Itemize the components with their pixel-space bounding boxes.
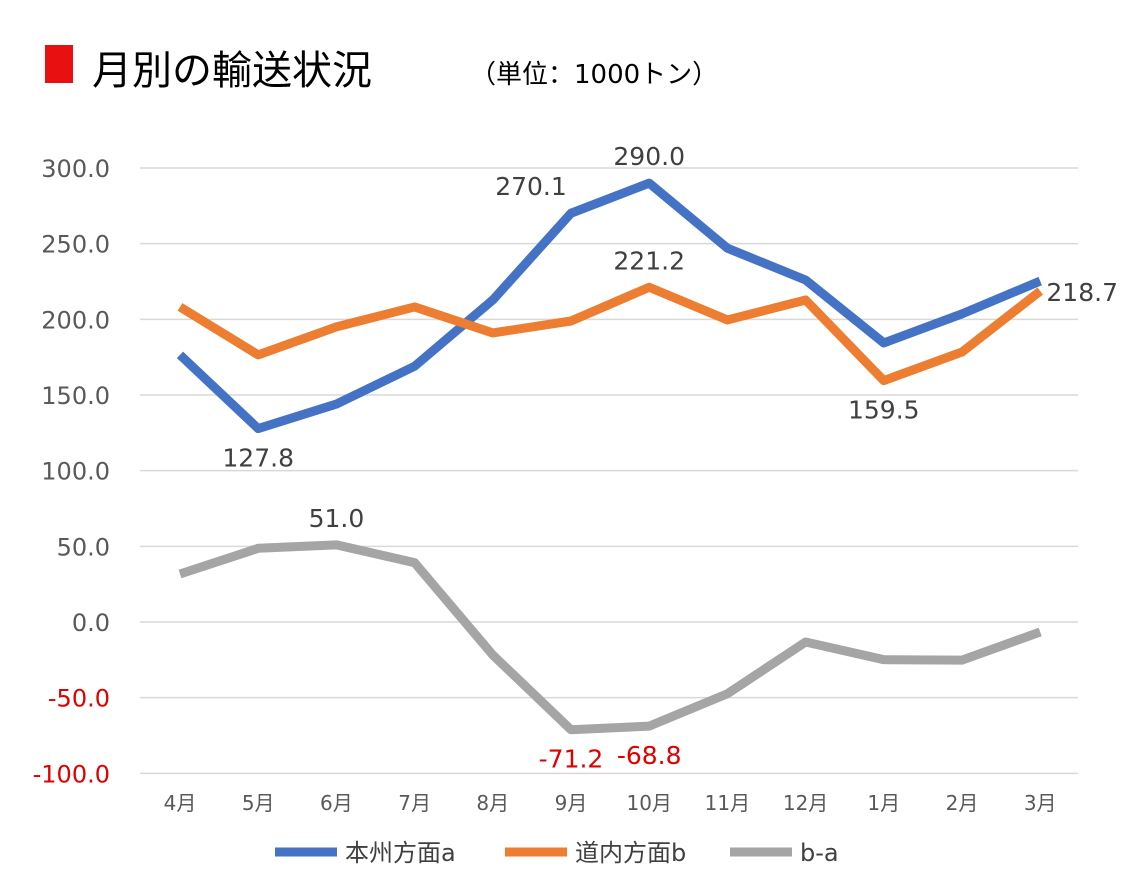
legend-label: b-a	[800, 839, 839, 867]
y-tick-label: -100.0	[33, 760, 110, 788]
data-label: 159.5	[848, 396, 920, 425]
x-tick-label: 11月	[705, 791, 750, 815]
x-tick-label: 5月	[242, 791, 275, 815]
y-tick-label: -50.0	[48, 685, 110, 713]
data-label: 127.8	[222, 444, 294, 473]
data-label: -71.2	[539, 745, 604, 774]
y-tick-label: 200.0	[41, 306, 110, 334]
y-tick-label: 100.0	[41, 458, 110, 486]
data-label: -68.8	[617, 741, 682, 770]
y-tick-label: 250.0	[41, 231, 110, 259]
x-tick-label: 1月	[867, 791, 900, 815]
data-label: 290.0	[613, 142, 685, 171]
x-tick-label: 4月	[164, 791, 197, 815]
y-tick-label: 0.0	[72, 609, 110, 637]
legend-label: 本州方面a	[345, 839, 456, 867]
title-marker	[45, 45, 73, 83]
y-tick-label: 300.0	[41, 155, 110, 183]
series-line-1	[177, 282, 1043, 386]
x-tick-label: 8月	[476, 791, 509, 815]
data-label: 218.7	[1046, 278, 1118, 307]
series-line-2	[178, 540, 1042, 735]
x-tick-label: 6月	[320, 791, 353, 815]
series-line-0	[176, 178, 1042, 434]
data-label: 51.0	[309, 504, 365, 533]
x-tick-label: 9月	[555, 791, 588, 815]
x-tick-label: 7月	[398, 791, 431, 815]
x-tick-label: 12月	[783, 791, 828, 815]
y-tick-label: 50.0	[57, 533, 110, 561]
data-label: 221.2	[613, 246, 685, 275]
legend-label: 道内方面b	[575, 839, 686, 867]
x-tick-label: 3月	[1024, 791, 1057, 815]
x-tick-label: 10月	[626, 791, 671, 815]
chart-title: 月別の輸送状況	[92, 48, 372, 94]
y-tick-label: 150.0	[41, 382, 110, 410]
data-label: 270.1	[495, 172, 567, 201]
chart-subtitle: （単位：1000トン）	[470, 60, 719, 90]
x-tick-label: 2月	[946, 791, 979, 815]
